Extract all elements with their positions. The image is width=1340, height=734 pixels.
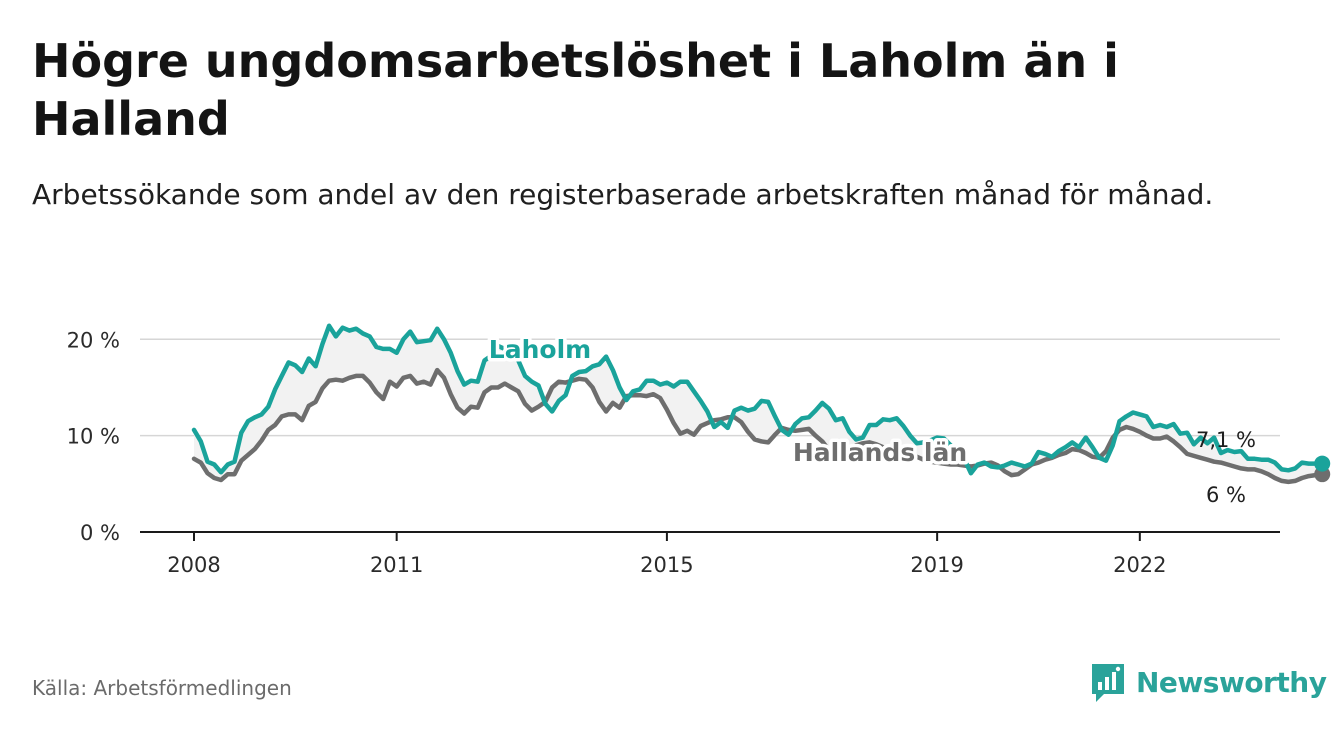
- series-label-halland: Hallands län: [793, 438, 967, 467]
- series-label-halland-halo: Hallands län: [793, 438, 967, 467]
- series-line-laholm: [191, 323, 1325, 476]
- y-tick-label: 20 %: [67, 328, 120, 352]
- newsworthy-logo-icon: [1092, 664, 1124, 702]
- x-tick-label: 2011: [370, 553, 423, 577]
- source-note: Källa: Arbetsförmedlingen: [32, 676, 292, 700]
- x-tick-label: 2008: [167, 553, 220, 577]
- series-lines: [191, 323, 1331, 485]
- brand-logo[interactable]: Newsworthy: [1090, 660, 1327, 704]
- line-chart: 0 %10 %20 % 2008 2011 2015 2019 2022 LaholmL…: [67, 323, 1331, 577]
- x-tick-label: 2019: [910, 553, 963, 577]
- y-tick-label: 0 %: [80, 521, 120, 545]
- x-axis: 2008 2011 2015 2019 2022: [140, 531, 1280, 577]
- end-point-laholm: [1314, 455, 1331, 472]
- y-tick-label: 10 %: [67, 425, 120, 449]
- end-label-halland: 6 %: [1206, 483, 1246, 507]
- x-tick-label: 2015: [640, 553, 693, 577]
- end-label-laholm: 7,1 %: [1196, 428, 1256, 452]
- gridlines: 0 % 10 % 20 %: [67, 328, 1280, 545]
- x-tick-label: 2022: [1113, 553, 1166, 577]
- brand-name: Newsworthy: [1136, 665, 1327, 699]
- series-label-laholm-halo: Laholm: [489, 335, 591, 364]
- chart-title: Högre ungdomsarbetslöshet i Laholm än i …: [32, 34, 1119, 146]
- chart-subtitle: Arbetssökande som andel av den registerb…: [32, 178, 1214, 211]
- series-label-laholm: Laholm: [489, 335, 591, 364]
- series-line-halland: [191, 367, 1325, 485]
